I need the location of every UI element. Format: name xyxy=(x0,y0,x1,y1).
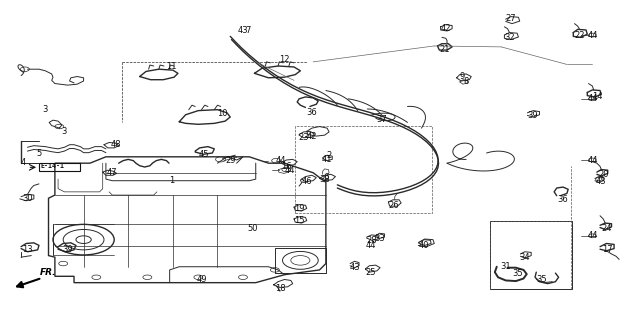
Text: 44: 44 xyxy=(587,156,597,164)
Text: 44: 44 xyxy=(285,166,295,175)
Text: 3: 3 xyxy=(62,127,67,136)
Text: 35: 35 xyxy=(536,275,547,284)
Text: 47: 47 xyxy=(107,168,118,177)
Text: 34: 34 xyxy=(520,253,530,262)
Text: 36: 36 xyxy=(307,108,317,117)
Text: 44: 44 xyxy=(276,156,286,165)
Text: 5: 5 xyxy=(36,149,42,158)
Text: 11: 11 xyxy=(166,61,177,70)
Text: 24: 24 xyxy=(601,224,612,233)
Text: 42: 42 xyxy=(307,132,317,140)
Text: 3: 3 xyxy=(43,105,48,114)
Text: 35: 35 xyxy=(512,268,523,278)
Text: 29: 29 xyxy=(225,156,236,165)
Text: 37: 37 xyxy=(376,115,387,124)
Text: 21: 21 xyxy=(439,45,450,54)
Text: 43: 43 xyxy=(238,27,249,36)
Text: 40: 40 xyxy=(419,241,429,250)
Text: 31: 31 xyxy=(500,262,511,271)
Text: E-14-1: E-14-1 xyxy=(40,164,65,169)
Text: 42: 42 xyxy=(440,24,451,33)
Text: 10: 10 xyxy=(217,109,228,118)
Text: 46: 46 xyxy=(302,177,312,186)
Text: 4: 4 xyxy=(20,158,26,167)
Text: 44: 44 xyxy=(587,231,597,240)
Text: 41: 41 xyxy=(322,155,332,164)
Text: 1: 1 xyxy=(169,176,174,185)
Text: 49: 49 xyxy=(196,275,207,284)
Text: 27: 27 xyxy=(505,14,516,23)
Text: 26: 26 xyxy=(388,201,399,210)
Text: 19: 19 xyxy=(294,204,304,213)
Text: 32: 32 xyxy=(504,33,515,42)
Text: 25: 25 xyxy=(366,268,376,277)
Text: 17: 17 xyxy=(603,245,613,254)
Text: 50: 50 xyxy=(247,224,258,233)
Text: 9: 9 xyxy=(459,72,465,81)
Text: 7: 7 xyxy=(245,27,250,36)
Text: 2: 2 xyxy=(327,151,332,160)
Text: 38: 38 xyxy=(320,175,330,184)
Bar xyxy=(295,126,433,212)
Text: 18: 18 xyxy=(275,284,285,293)
Text: 39: 39 xyxy=(528,111,539,120)
Text: 8: 8 xyxy=(463,77,469,86)
Text: FR.: FR. xyxy=(40,268,57,277)
Text: 16: 16 xyxy=(281,162,291,171)
Text: 12: 12 xyxy=(279,55,289,64)
Text: 45: 45 xyxy=(198,150,209,159)
Text: 44: 44 xyxy=(366,241,376,250)
Text: 6: 6 xyxy=(323,173,328,182)
Text: 14: 14 xyxy=(592,92,602,101)
Text: 43: 43 xyxy=(350,263,360,272)
Text: 15: 15 xyxy=(294,216,304,225)
Bar xyxy=(490,220,572,289)
Text: 30: 30 xyxy=(22,194,33,203)
Text: 48: 48 xyxy=(110,140,121,148)
Text: 33: 33 xyxy=(374,234,385,243)
Text: 22: 22 xyxy=(574,31,585,40)
Text: 36: 36 xyxy=(558,195,569,204)
Text: 23: 23 xyxy=(298,132,309,141)
Text: 39: 39 xyxy=(63,245,73,254)
Text: 44: 44 xyxy=(587,94,597,103)
Text: 28: 28 xyxy=(367,236,377,245)
Text: 43: 43 xyxy=(596,177,606,186)
Text: 44: 44 xyxy=(587,31,597,40)
Bar xyxy=(39,163,81,171)
Text: 13: 13 xyxy=(22,245,33,254)
Text: 20: 20 xyxy=(598,170,608,179)
